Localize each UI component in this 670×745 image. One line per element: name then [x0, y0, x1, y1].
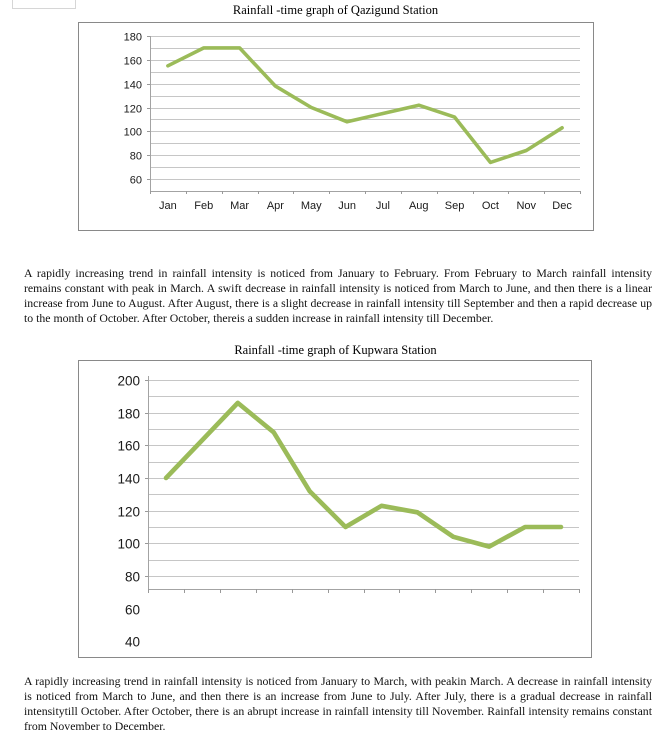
svg-text:80: 80 [125, 569, 140, 584]
kupwara-line-chart: 200 180 160 140 120 100 80 60 40 [117, 373, 580, 649]
chart1-title: Rainfall -time graph of Qazigund Station [232, 3, 439, 17]
svg-text:100: 100 [117, 536, 140, 551]
svg-text:Feb: Feb [194, 200, 213, 212]
svg-text:Jan: Jan [159, 200, 177, 212]
svg-text:180: 180 [117, 406, 140, 421]
svg-text:May: May [301, 200, 322, 212]
svg-text:Jun: Jun [338, 200, 356, 212]
svg-text:Apr: Apr [267, 200, 284, 212]
svg-text:160: 160 [124, 55, 142, 67]
svg-text:80: 80 [130, 150, 142, 162]
svg-text:Dec: Dec [552, 200, 572, 212]
svg-text:160: 160 [117, 438, 140, 453]
chart2-title: Rainfall -time graph of Kupwara Station [234, 343, 437, 357]
svg-text:100: 100 [124, 126, 142, 138]
svg-text:Aug: Aug [409, 200, 429, 212]
svg-text:180: 180 [124, 31, 142, 43]
qazigund-line-chart: 180 160 140 120 100 80 60 Jan Feb Mar Apr May Jun Jul… [124, 31, 581, 212]
svg-text:40: 40 [125, 634, 140, 649]
chart1-frame: 180 160 140 120 100 80 60 Jan Feb Mar Apr May Jun Jul… [78, 22, 594, 231]
paragraph-kupwara-description: A rapidly increasing trend in rainfall i… [24, 674, 652, 734]
svg-text:120: 120 [117, 504, 140, 519]
svg-text:120: 120 [124, 103, 142, 115]
svg-text:60: 60 [125, 602, 140, 617]
svg-text:200: 200 [117, 373, 140, 388]
empty-placeholder-box [12, 0, 76, 9]
svg-text:140: 140 [117, 471, 140, 486]
svg-text:Mar: Mar [230, 200, 249, 212]
svg-text:60: 60 [130, 174, 142, 186]
svg-text:Nov: Nov [516, 200, 536, 212]
svg-text:Sep: Sep [445, 200, 465, 212]
paragraph-qazigund-description: A rapidly increasing trend in rainfall i… [24, 266, 652, 326]
svg-text:Jul: Jul [376, 200, 390, 212]
svg-text:Oct: Oct [482, 200, 499, 212]
svg-text:140: 140 [124, 79, 142, 91]
chart2-frame: 200 180 160 140 120 100 80 60 40 [78, 360, 592, 658]
